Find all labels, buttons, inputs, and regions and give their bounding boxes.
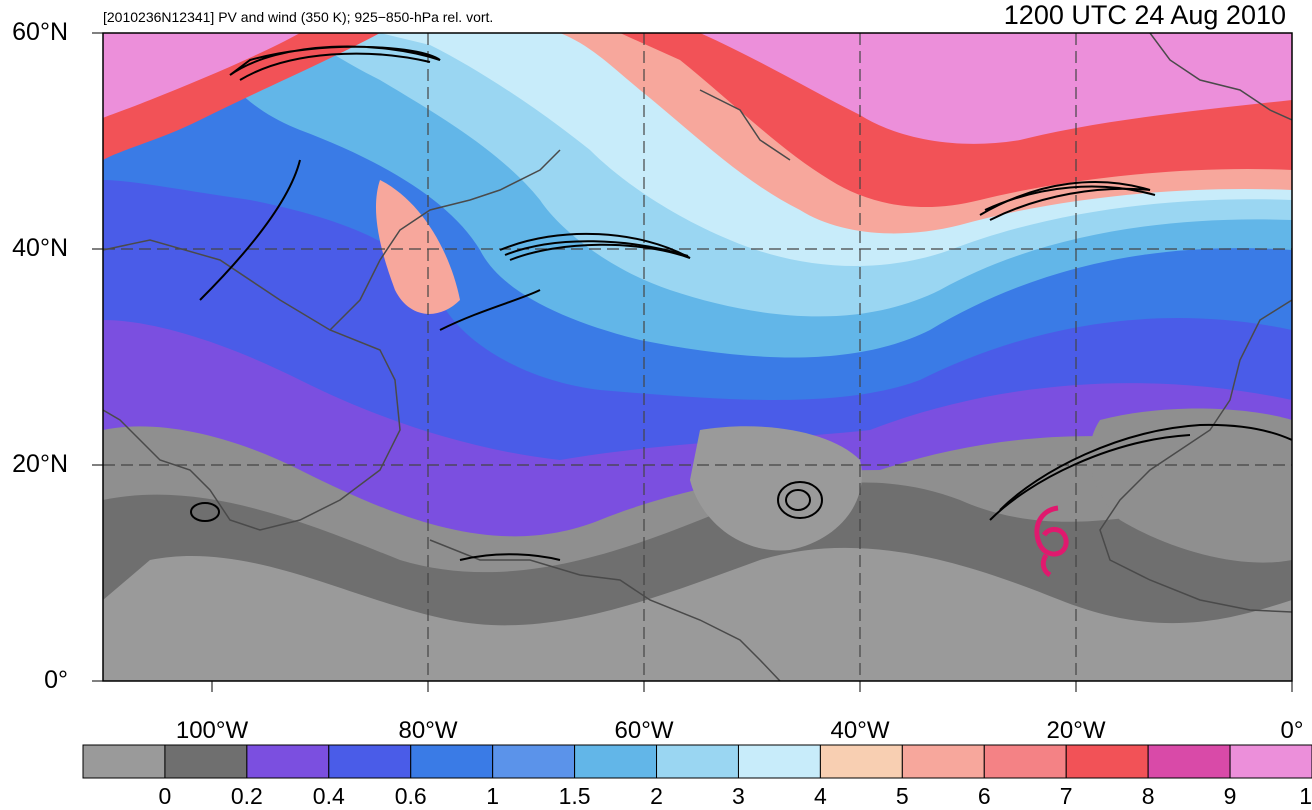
tropical-cyclone-icon: [1034, 505, 1069, 578]
coastlines: [103, 33, 1292, 681]
lon-label-40w: 40°W: [830, 717, 890, 744]
colorbar-label: 8: [1141, 783, 1155, 809]
lon-label-80w: 80°W: [398, 717, 458, 744]
lon-label-60w: 60°W: [614, 717, 674, 744]
colorbar-label: 3: [732, 783, 745, 809]
lon-label-0: 0°: [1280, 717, 1304, 744]
colorbar-swatch: [983, 744, 1067, 779]
colorbar-label: 0.4: [312, 783, 345, 809]
colorbar-swatch: [1229, 744, 1312, 779]
colorbar-swatch: [737, 744, 821, 779]
colorbar-label: 4: [813, 783, 827, 809]
map-frame: [102, 32, 1293, 682]
lat-label-0: 0°: [44, 666, 68, 694]
colorbar-label: 5: [895, 783, 909, 809]
graticule: [103, 33, 1292, 681]
colorbar-label: 1.5: [558, 783, 591, 809]
colorbar-swatch: [82, 744, 166, 779]
pv-field: [103, 33, 1292, 681]
colorbar-swatch: [164, 744, 248, 779]
lon-label-20w: 20°W: [1046, 717, 1106, 744]
colorbar-swatch: [574, 744, 658, 779]
colorbar-label: 9: [1223, 783, 1237, 809]
colorbar-swatch: [656, 744, 739, 779]
colorbar-swatch: [246, 744, 330, 779]
colorbar-label: 6: [977, 783, 991, 809]
map-title: [2010236N12341] PV and wind (350 K); 925…: [103, 9, 494, 25]
colorbar-label: 0.6: [394, 783, 427, 809]
colorbar-swatch: [492, 744, 576, 779]
map-ticks: [92, 32, 1293, 692]
lat-label-60n: 60°N: [12, 18, 68, 46]
colorbar-swatch: [901, 744, 985, 779]
colorbar-swatch: [410, 744, 494, 779]
colorbar-label: 0.2: [230, 783, 263, 809]
colorbar-label: 10: [1299, 783, 1312, 809]
lat-label-20n: 20°N: [12, 450, 68, 478]
colorbar-label: 0: [158, 783, 172, 809]
colorbar-swatch: [1065, 744, 1149, 779]
lon-label-100w: 100°W: [175, 717, 249, 744]
colorbar-swatch: [819, 744, 903, 779]
colorbar-swatch: [328, 744, 412, 779]
lat-label-40n: 40°N: [12, 234, 68, 262]
colorbar-swatch: [1147, 744, 1231, 779]
colorbar-label: 7: [1059, 783, 1073, 809]
colorbar-label: 1: [486, 783, 500, 809]
colorbar: [82, 744, 1312, 779]
colorbar-label: 2: [650, 783, 663, 809]
valid-time: 1200 UTC 24 Aug 2010: [1003, 0, 1286, 30]
vorticity-contours: [190, 45, 1292, 561]
